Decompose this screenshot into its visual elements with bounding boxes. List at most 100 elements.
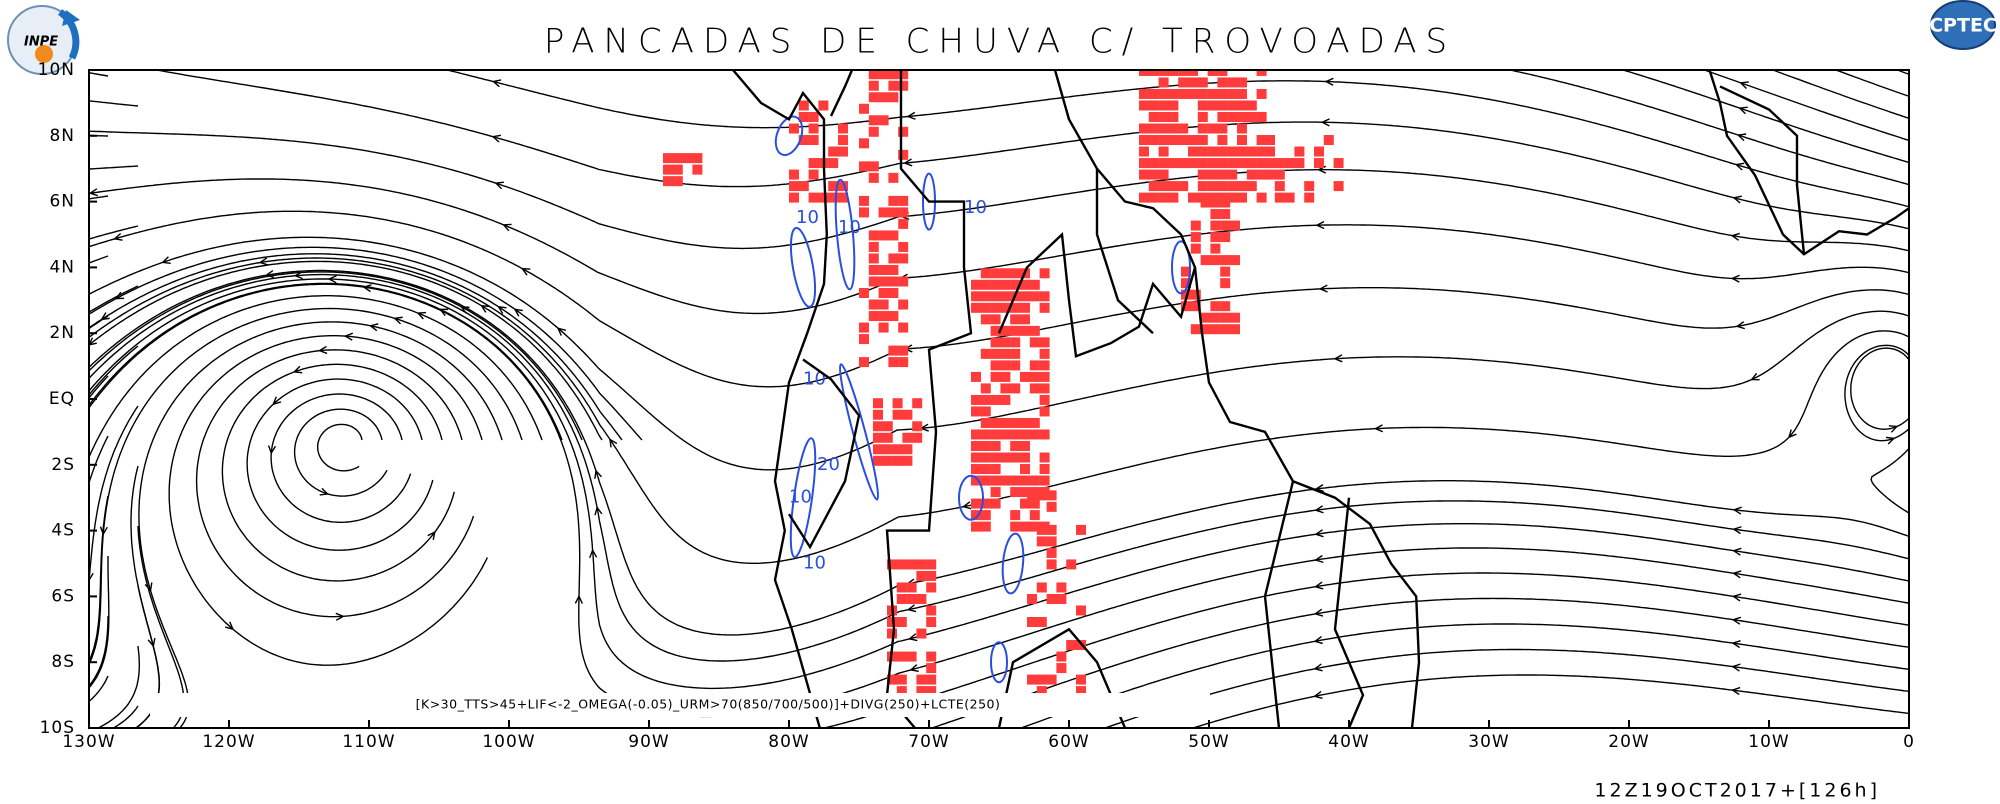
rain-cell <box>1010 302 1021 313</box>
rain-cell <box>1168 123 1179 134</box>
coastline <box>732 70 829 728</box>
rain-cell <box>682 153 693 164</box>
streamline <box>89 165 139 170</box>
streamline <box>1190 674 1909 728</box>
streamline-arrow <box>99 526 108 536</box>
rain-cell <box>902 409 913 420</box>
streamline-arrow <box>1324 77 1334 86</box>
contour <box>834 178 856 291</box>
rain-cell <box>1217 88 1228 99</box>
rain-cell <box>878 230 889 241</box>
rain-cell <box>1039 464 1050 475</box>
rain-cell <box>1039 383 1050 394</box>
rain-cell <box>878 276 889 287</box>
rain-cell <box>916 570 927 581</box>
rain-cell <box>980 394 991 405</box>
streamline-arrow <box>1313 690 1323 699</box>
rain-cell <box>1036 524 1047 535</box>
rain-cell <box>1217 181 1228 192</box>
streamline <box>89 253 623 441</box>
logo-text: CPTEC <box>1929 15 1997 37</box>
rain-cell <box>1056 663 1067 674</box>
rain-cell <box>898 345 909 356</box>
rain-cell <box>1046 674 1057 685</box>
rain-cell <box>1178 70 1189 76</box>
coastline <box>997 231 1197 358</box>
rain-cell <box>1158 135 1169 146</box>
contour-label: 10 <box>964 197 987 218</box>
rain-cell <box>1010 383 1021 394</box>
rain-cell <box>1190 220 1201 231</box>
rain-cell <box>1304 192 1315 203</box>
rain-cell <box>868 126 879 137</box>
streamline <box>89 556 110 689</box>
y-tick-label: 4S <box>51 521 75 541</box>
streamline-arrow <box>319 487 330 496</box>
rain-cell <box>971 464 981 475</box>
streamline <box>89 271 583 441</box>
rain-cell <box>1265 135 1275 146</box>
rain-cell <box>1168 192 1179 203</box>
streamline <box>1844 344 1909 442</box>
rain-cell <box>971 498 981 509</box>
rain-cell <box>663 164 673 175</box>
streamline <box>821 572 1909 728</box>
streamline-arrow <box>502 223 512 232</box>
rain-cell <box>1036 617 1047 628</box>
rain-cell <box>859 322 869 333</box>
streamline <box>293 408 388 497</box>
rain-cell <box>887 674 897 685</box>
rain-cell <box>868 264 879 275</box>
rain-cell <box>1197 100 1208 111</box>
rain-cell <box>980 348 991 359</box>
rain-cell <box>868 276 879 287</box>
streamline <box>246 378 434 551</box>
streamline <box>1103 648 1909 728</box>
rain-cell <box>1210 232 1221 243</box>
rain-cell <box>1237 146 1247 157</box>
rain-cell <box>990 487 1001 498</box>
rain-cell <box>971 429 981 440</box>
rain-cell <box>1000 452 1011 463</box>
streamline <box>89 273 1909 662</box>
rain-cell <box>878 115 889 126</box>
rain-cell <box>898 241 909 252</box>
rain-cell <box>1148 192 1159 203</box>
streamline <box>89 405 139 588</box>
rain-cell <box>1168 181 1179 192</box>
streamline-arrow <box>1738 106 1748 115</box>
rain-cell <box>1265 169 1275 180</box>
rain-cell <box>1039 291 1050 302</box>
rain-cell <box>1237 88 1247 99</box>
streamline-arrow <box>114 291 125 300</box>
rain-cell <box>868 161 879 172</box>
rain-cell <box>878 70 889 80</box>
rain-cell <box>902 455 913 466</box>
streamline-arrow <box>292 365 303 374</box>
rain-cell <box>1010 348 1021 359</box>
rain-cell <box>980 464 991 475</box>
rain-cell <box>859 288 869 299</box>
rain-cell <box>868 311 879 322</box>
streamline-arrow <box>416 311 427 320</box>
streamline-arrow <box>589 548 598 558</box>
rain-cell <box>1029 383 1040 394</box>
streamline <box>1908 472 1909 485</box>
rain-cell <box>888 311 899 322</box>
rain-cell <box>1056 593 1067 604</box>
rain-cell <box>1139 123 1149 134</box>
rain-cell <box>990 337 1001 348</box>
rain-cell <box>878 207 889 218</box>
rain-cell <box>798 135 809 146</box>
rain-cell <box>906 559 917 570</box>
streamline-arrow <box>89 337 97 346</box>
rain-cell <box>1010 487 1021 498</box>
streamline-arrow <box>513 308 523 317</box>
rain-cell <box>1020 302 1030 313</box>
streamline-arrow <box>144 582 153 592</box>
contour-label: 20 <box>817 454 840 475</box>
streamline-arrow <box>1730 232 1741 241</box>
rain-cell <box>1181 289 1191 300</box>
streamline-arrow <box>267 445 277 455</box>
